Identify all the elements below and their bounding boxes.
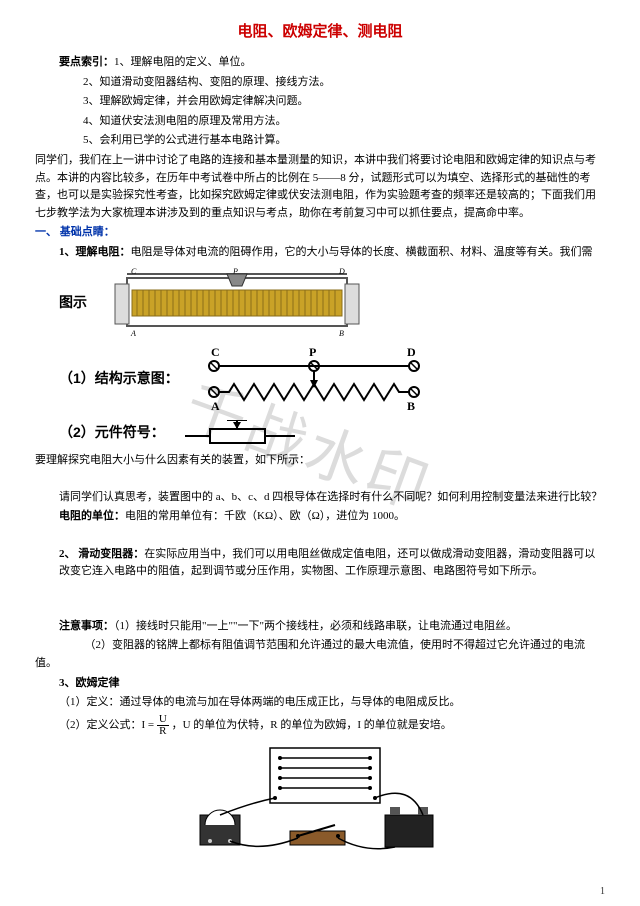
figure-label-2: （2）元件符号： bbox=[59, 421, 165, 443]
intro-item: 3、理解欧姆定律，并会用欧姆定律解决问题。 bbox=[83, 93, 605, 111]
sub-body: 电阻是导体对电流的阻碍作用，它的大小与导体的长度、横截面积、材料、温度等有关。我… bbox=[131, 246, 593, 258]
section-heading: 一、 基础点睛： bbox=[35, 224, 605, 242]
terminal-b: B bbox=[407, 399, 415, 413]
subsection-head: 3、欧姆定律 bbox=[59, 675, 605, 693]
terminal-p: P bbox=[309, 345, 316, 359]
terminal-d: D bbox=[407, 345, 416, 359]
note-body: （1）接线时只能用"一上""一下"两个接线柱，必须和线路串联，让电流通过电阻丝。 bbox=[114, 620, 517, 632]
rheostat-drawing: C P D A B bbox=[107, 268, 367, 338]
denominator: R bbox=[157, 726, 169, 737]
svg-text:B: B bbox=[339, 329, 344, 338]
intro-head: 要点索引： bbox=[59, 56, 114, 68]
intro-line: 要点索引：1、理解电阻的定义、单位。 bbox=[59, 54, 605, 72]
figure-label-1: （1）结构示意图： bbox=[59, 367, 179, 389]
intro-item: 2、知道滑动变阻器结构、变阻的原理、接线方法。 bbox=[83, 74, 605, 92]
terminal-c: C bbox=[211, 345, 220, 359]
rheostat-schematic: C P D A B bbox=[199, 344, 429, 414]
figure-row-3: （2）元件符号： bbox=[35, 420, 605, 446]
paragraph: 同学们，我们在上一讲中讨论了电路的连接和基本量测量的知识，本讲中我们将要讨论电阻… bbox=[35, 152, 605, 222]
section-label: 一、 基础点睛： bbox=[35, 226, 115, 238]
definition: （1）定义：通过导体的电流与加在导体两端的电压成正比，与导体的电阻成反比。 bbox=[59, 694, 605, 712]
intro-item: 1、理解电阻的定义、单位。 bbox=[114, 56, 252, 68]
page-title: 电阻、欧姆定律、测电阻 bbox=[35, 20, 605, 44]
formula-line: （2）定义公式：I = U R ，U 的单位为伏特，R 的单位为欧姆，I 的单位… bbox=[59, 714, 605, 737]
note-line: 注意事项：（1）接线时只能用"一上""一下"两个接线柱，必须和线路串联，让电流通… bbox=[59, 618, 605, 636]
svg-text:A: A bbox=[130, 329, 136, 338]
intro-item: 5、会利用已学的公式进行基本电路计算。 bbox=[83, 132, 605, 150]
subsection: 2、 滑动变阻器：在实际应用当中，我们可以用电阻丝做成定值电阻，还可以做成滑动变… bbox=[59, 546, 605, 581]
page-content: 电阻、欧姆定律、测电阻 要点索引：1、理解电阻的定义、单位。 2、知道滑动变阻器… bbox=[35, 20, 605, 864]
sub-head: 2、 滑动变阻器： bbox=[59, 548, 144, 560]
terminal-a: A bbox=[211, 399, 220, 413]
unit-head: 电阻的单位： bbox=[59, 510, 125, 522]
formula-pre: （2）定义公式：I = bbox=[59, 719, 157, 731]
svg-text:D: D bbox=[338, 268, 345, 276]
intro-item: 4、知道伏安法测电阻的原理及常用方法。 bbox=[83, 113, 605, 131]
figure-label-main: 图示 bbox=[59, 291, 87, 313]
paragraph: 要理解探究电阻大小与什么因素有关的装置，如下所示： bbox=[35, 452, 605, 470]
svg-text:C: C bbox=[131, 268, 137, 276]
paragraph: 电阻的单位：电阻的常用单位有：千欧（KΩ）、欧（Ω），进位为 1000。 bbox=[59, 508, 605, 526]
unit-body: 电阻的常用单位有：千欧（KΩ）、欧（Ω），进位为 1000。 bbox=[125, 510, 405, 522]
figure-row-1: 图示 C P D A B bbox=[35, 268, 605, 338]
paragraph: 请同学们认真思考，装置图中的 a、b、c、d 四根导体在选择时有什么不同呢？如何… bbox=[59, 489, 605, 507]
note-head: 注意事项： bbox=[59, 620, 114, 632]
circuit-drawing bbox=[190, 743, 450, 858]
subsection: 1、理解电阻：电阻是导体对电流的阻碍作用，它的大小与导体的长度、横截面积、材料、… bbox=[59, 244, 605, 262]
note-line: （2）变阻器的铭牌上都标有阻值调节范围和允许通过的最大电流值，使用时不得超过它允… bbox=[35, 637, 605, 672]
circuit-figure bbox=[35, 743, 605, 865]
page-number: 1 bbox=[600, 884, 605, 900]
formula-post: ，U 的单位为伏特，R 的单位为欧姆，I 的单位就是安培。 bbox=[172, 719, 452, 731]
figure-row-2: （1）结构示意图： C P D A B bbox=[35, 344, 605, 414]
component-symbol bbox=[185, 420, 295, 446]
sub-head: 1、理解电阻： bbox=[59, 246, 131, 258]
fraction: U R bbox=[157, 714, 169, 737]
